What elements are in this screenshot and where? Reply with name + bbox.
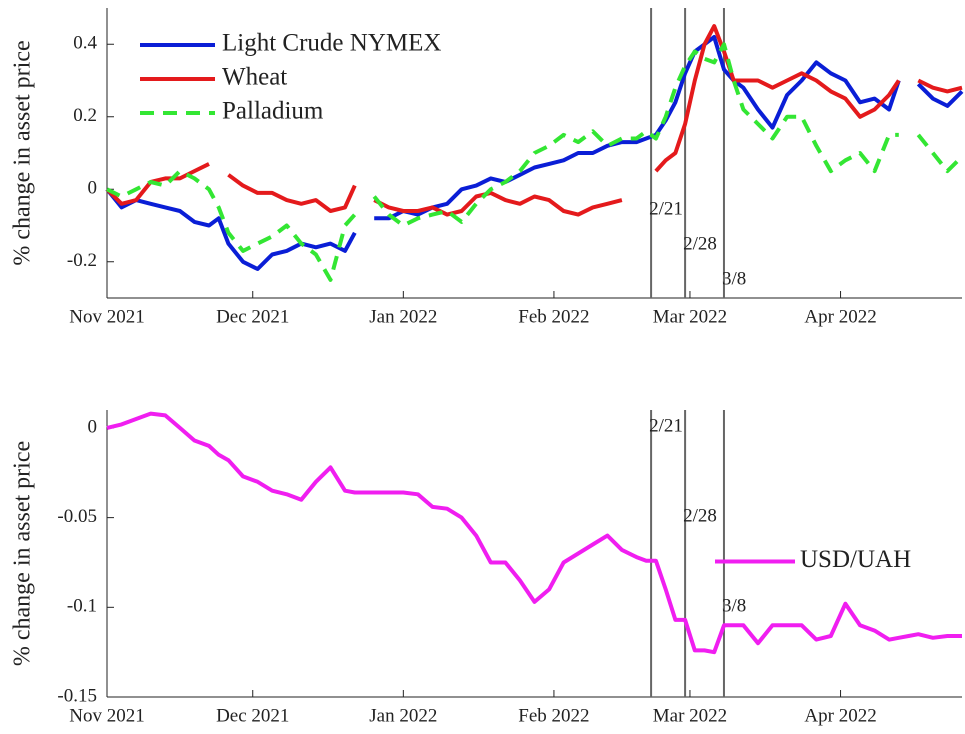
y-tick-label: -0.2 xyxy=(67,250,97,271)
event-label: 3/8 xyxy=(722,268,746,289)
x-tick-label: Apr 2022 xyxy=(804,306,876,327)
series-line xyxy=(106,411,962,655)
y-tick-label: 0.4 xyxy=(73,33,97,54)
legend-label: Palladium xyxy=(222,98,324,125)
x-tick-label: Jan 2022 xyxy=(369,306,437,327)
x-tick-label: Dec 2021 xyxy=(216,705,289,726)
legend-label: Light Crude NYMEX xyxy=(222,30,441,57)
x-tick-label: Nov 2021 xyxy=(69,306,144,327)
y-tick-label: -0.15 xyxy=(57,685,97,706)
event-label: 2/28 xyxy=(683,233,717,254)
y-tick-label: -0.05 xyxy=(57,506,97,527)
event-label: 2/21 xyxy=(649,415,683,436)
event-label: 3/8 xyxy=(722,595,746,616)
x-tick-label: Apr 2022 xyxy=(804,705,876,726)
y-axis-label: % change in asset price xyxy=(10,40,36,265)
x-tick-label: Mar 2022 xyxy=(653,306,727,327)
y-tick-label: -0.1 xyxy=(67,596,97,617)
x-tick-label: Jan 2022 xyxy=(369,705,437,726)
x-tick-label: Mar 2022 xyxy=(653,705,727,726)
series-line xyxy=(105,24,963,217)
x-tick-label: Dec 2021 xyxy=(216,306,289,327)
legend-label: Wheat xyxy=(222,64,287,91)
y-tick-label: 0 xyxy=(88,178,98,199)
y-tick-label: 0.2 xyxy=(73,105,97,126)
x-tick-label: Feb 2022 xyxy=(518,705,589,726)
legend-label: USD/UAH xyxy=(800,546,911,573)
event-label: 2/21 xyxy=(649,198,683,219)
y-tick-label: 0 xyxy=(88,416,98,437)
x-tick-label: Nov 2021 xyxy=(69,705,144,726)
event-label: 2/28 xyxy=(683,505,717,526)
series-line xyxy=(106,42,964,282)
y-axis-label: % change in asset price xyxy=(10,441,36,666)
x-tick-label: Feb 2022 xyxy=(518,306,589,327)
